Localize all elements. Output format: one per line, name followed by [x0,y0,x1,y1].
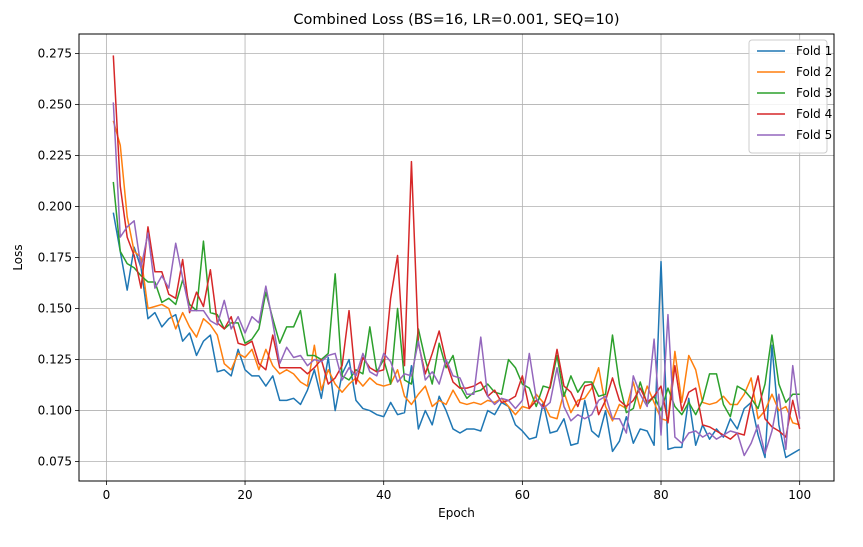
y-tick-label: 0.100 [38,404,72,418]
y-tick-label: 0.225 [38,148,72,162]
legend-box [748,39,828,154]
y-tick-label: 0.250 [38,97,72,111]
legend-label: Fold 1 [796,44,832,58]
x-tick-label: 80 [653,488,668,502]
series-line-fold-2 [112,120,800,426]
legend-label: Fold 2 [796,65,832,79]
series-line-fold-5 [112,102,801,457]
y-tick-label: 0.200 [38,199,72,213]
y-axis-label: Loss [11,244,25,270]
legend: Fold 1 Fold 2 Fold 3 Fold 4 Fold 5 [748,39,832,154]
y-tick-label: 0.275 [38,46,72,60]
x-axis-ticks: 0 20 40 60 80 100 [103,481,811,502]
x-tick-label: 40 [376,488,391,502]
legend-label: Fold 5 [796,128,832,142]
x-tick-label: 100 [788,488,811,502]
y-tick-label: 0.075 [38,455,72,469]
series-lines [112,55,801,459]
y-tick-label: 0.150 [38,302,72,316]
x-tick-label: 20 [237,488,252,502]
legend-label: Fold 4 [796,107,832,121]
y-tick-label: 0.175 [38,251,72,265]
x-tick-label: 0 [103,488,111,502]
x-tick-label: 60 [515,488,530,502]
grid [79,34,834,481]
legend-label: Fold 3 [796,86,832,100]
series-line-fold-1 [112,212,801,459]
y-axis-ticks: 0.075 0.100 0.125 0.150 0.175 0.200 0.225 0.250… [38,46,79,469]
y-tick-label: 0.125 [38,353,72,367]
series-line-fold-4 [112,55,801,440]
chart-title: Combined Loss (BS=16, LR=0.001, SEQ=10) [293,12,619,28]
series-line-fold-3 [112,181,800,418]
x-axis-label: Epoch [438,506,475,520]
